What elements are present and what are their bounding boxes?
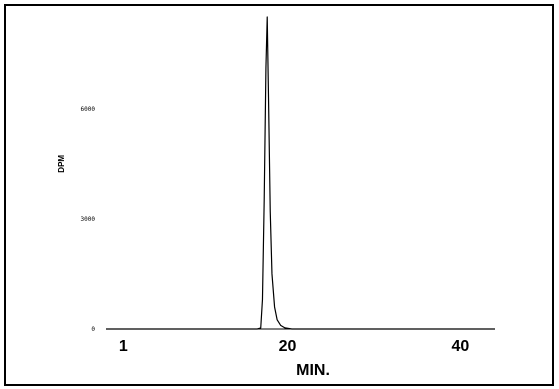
y-axis-title: DPM xyxy=(57,155,66,173)
x-tick-label: 20 xyxy=(279,338,297,355)
x-ticks: 1 20 40 xyxy=(119,338,470,355)
y-axis-title-group: DPM xyxy=(57,155,66,173)
y-ticks: 0 3000 6000 xyxy=(81,106,96,333)
y-tick-label: 0 xyxy=(91,326,95,333)
x-axis-title: MIN. xyxy=(296,362,330,379)
series-group xyxy=(106,16,495,330)
x-tick-label: 40 xyxy=(452,338,470,355)
y-tick-label: 6000 xyxy=(81,106,96,113)
x-tick-label: 1 xyxy=(119,338,128,355)
y-tick-label: 3000 xyxy=(81,216,96,223)
series-line xyxy=(106,16,495,330)
